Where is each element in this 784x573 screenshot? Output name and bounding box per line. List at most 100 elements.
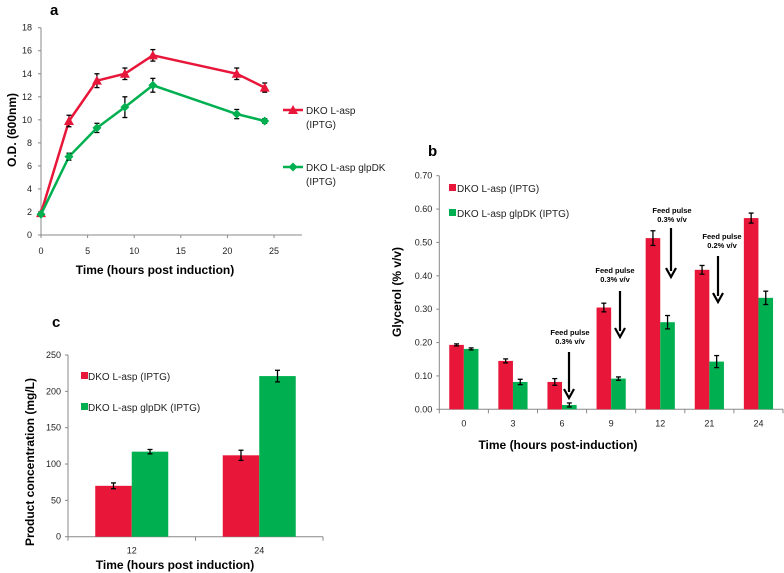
panel-c-y-tick-label: 0 bbox=[56, 532, 61, 542]
panel-a-x-tick-label: 15 bbox=[176, 246, 186, 256]
panel-c-y-tick-label: 250 bbox=[46, 350, 61, 360]
panel-b-annotation-line1: Feed pulse bbox=[595, 266, 634, 275]
panel-a-x-tick-label: 25 bbox=[269, 246, 279, 256]
panel-a-series-2-point bbox=[92, 123, 102, 133]
panel-b-legend-label-1: DKO L-asp (IPTG) bbox=[457, 184, 539, 195]
panel-b-x-tick-label: 9 bbox=[609, 418, 614, 428]
panel-c-legend-label-2: DKO L-asp glpDK (IPTG) bbox=[88, 403, 200, 414]
panel-b-bar-series-1 bbox=[645, 238, 661, 410]
panel-b-bar-series-1 bbox=[498, 360, 513, 410]
panel-a-legend-label-1b: (IPTG) bbox=[306, 120, 336, 131]
panel-c-bar-series-2 bbox=[131, 451, 169, 537]
panel-a-y-tick-label: 14 bbox=[22, 69, 32, 79]
panel-a-xlabel: Time (hours post induction) bbox=[76, 263, 234, 277]
panel-b-y-tick-label: 0.60 bbox=[415, 204, 433, 214]
panel-a-series-1-point bbox=[119, 68, 130, 78]
panel-a-series-2-point bbox=[36, 209, 46, 219]
panel-a-y-tick-label: 0 bbox=[27, 230, 32, 240]
panel-b-y-tick-label: 0.10 bbox=[415, 371, 433, 381]
panel-b-arrow-head-icon bbox=[665, 267, 677, 280]
panel-a-series-1-point bbox=[63, 115, 74, 125]
panel-a-y-tick-label: 16 bbox=[22, 46, 32, 56]
panel-b-annotation-line2: 0.3% v/v bbox=[657, 215, 687, 224]
panel-b-x-tick-label: 6 bbox=[560, 418, 565, 428]
panel-a-series-2-point bbox=[64, 152, 74, 162]
panel-b-annotation-line1: Feed pulse bbox=[702, 232, 741, 241]
panel-b-arrow-head-icon bbox=[614, 327, 626, 340]
panel-c-legend-swatch-2 bbox=[81, 403, 88, 410]
panel-a-y-tick-label: 18 bbox=[22, 23, 32, 33]
panel-b-x-tick-label: 21 bbox=[704, 418, 714, 428]
panel-b-y-tick-label: 0.00 bbox=[415, 404, 433, 414]
panel-c-x-tick-label: 12 bbox=[127, 546, 137, 556]
panel-b-y-tick-label: 0.30 bbox=[415, 304, 433, 314]
panel-b-bar-series-2 bbox=[758, 297, 774, 410]
panel-a-y-tick-label: 12 bbox=[22, 92, 32, 102]
panel-b-annotation-line1: Feed pulse bbox=[550, 328, 589, 337]
panel-b-ylabel: Glycerol (% v/v) bbox=[390, 247, 404, 337]
panel-b-bar-series-2 bbox=[611, 378, 626, 410]
panel-a-x-tick-label: 20 bbox=[222, 246, 232, 256]
panel-b-legend-swatch-1 bbox=[449, 184, 456, 191]
panel-b-label: b bbox=[428, 143, 437, 160]
panel-b-x-tick-label: 3 bbox=[510, 418, 515, 428]
panel-b-bar-series-1 bbox=[449, 344, 464, 410]
panel-b-bar-series-1 bbox=[596, 307, 612, 410]
panel-c-bar-series-1 bbox=[222, 455, 260, 537]
panel-c-y-tick-label: 200 bbox=[46, 386, 61, 396]
panel-b-bar-series-1 bbox=[743, 218, 759, 410]
panel-b-x-tick-label: 0 bbox=[461, 418, 466, 428]
panel-a-x-tick-label: 10 bbox=[129, 246, 139, 256]
panel-c-label: c bbox=[52, 314, 60, 331]
panel-c-y-tick-label: 100 bbox=[46, 459, 61, 469]
panel-b-bar-series-2 bbox=[512, 381, 528, 410]
panel-c-x-tick-label: 24 bbox=[254, 546, 264, 556]
panel-b-annotation-line2: 0.3% v/v bbox=[555, 337, 585, 346]
panel-c-bar-series-2 bbox=[259, 376, 296, 537]
panel-b-annotation-line1: Feed pulse bbox=[652, 206, 691, 215]
panel-b-x-tick-label: 12 bbox=[655, 418, 665, 428]
panel-b-legend-label-2: DKO L-asp glpDK (IPTG) bbox=[457, 209, 569, 220]
panel-c-xlabel: Time (hours post induction) bbox=[96, 558, 254, 572]
panel-c-legend-label-1: DKO L-asp (IPTG) bbox=[88, 372, 170, 383]
panel-b-bar-series-2 bbox=[660, 322, 675, 410]
panel-a-x-tick-label: 5 bbox=[85, 246, 90, 256]
panel-a-legend-label-2b: (IPTG) bbox=[306, 177, 336, 188]
panel-a-series-1-point bbox=[259, 82, 270, 92]
panel-a-y-tick-label: 8 bbox=[27, 138, 32, 148]
panel-a-ylabel: O.D. (600nm) bbox=[5, 93, 19, 167]
panel-a-legend-marker-2 bbox=[288, 162, 298, 172]
panel-b-bar-series-1 bbox=[547, 381, 563, 410]
panel-a-series-1-point bbox=[147, 50, 158, 60]
panel-a-x-tick-label: 0 bbox=[38, 246, 43, 256]
panel-c-legend-swatch-1 bbox=[81, 372, 88, 379]
panel-b-y-tick-label: 0.40 bbox=[415, 271, 433, 281]
panel-b-bar-series-2 bbox=[709, 361, 724, 410]
panel-b-bar-series-2 bbox=[463, 348, 479, 410]
panel-a-series-2-point bbox=[232, 109, 242, 119]
panel-b-arrow-head-icon bbox=[563, 388, 575, 401]
panel-a-series-1-point bbox=[91, 75, 102, 85]
panel-a-y-tick-label: 4 bbox=[27, 184, 32, 194]
panel-b-y-tick-label: 0.50 bbox=[415, 237, 433, 247]
panel-c-y-tick-label: 50 bbox=[51, 495, 61, 505]
panel-a-series-1-point bbox=[231, 68, 242, 78]
panel-a-y-tick-label: 2 bbox=[27, 207, 32, 217]
panel-c-ylabel: Product concentration (mg/L) bbox=[23, 378, 37, 546]
panel-b-annotation-line2: 0.2% v/v bbox=[707, 241, 737, 250]
panel-a-series-2-point bbox=[148, 80, 158, 90]
panel-a-legend-label-1: DKO L-asp bbox=[306, 106, 356, 117]
panel-a-series-2-point bbox=[120, 102, 130, 112]
panel-b-bar-series-1 bbox=[694, 269, 710, 410]
panel-b-y-tick-label: 0.20 bbox=[415, 338, 433, 348]
panel-c-y-tick-label: 150 bbox=[46, 423, 61, 433]
panel-b-arrow-head-icon bbox=[712, 292, 724, 305]
panel-a-y-tick-label: 6 bbox=[27, 161, 32, 171]
panel-b-y-tick-label: 0.70 bbox=[415, 171, 433, 181]
panel-b-legend-swatch-2 bbox=[449, 209, 456, 216]
panel-c-bar-series-1 bbox=[95, 485, 132, 537]
panel-a-series-2-point bbox=[260, 116, 270, 126]
panel-a-legend-label-2: DKO L-asp glpDK bbox=[306, 163, 386, 174]
panel-b-x-tick-label: 24 bbox=[753, 418, 763, 428]
